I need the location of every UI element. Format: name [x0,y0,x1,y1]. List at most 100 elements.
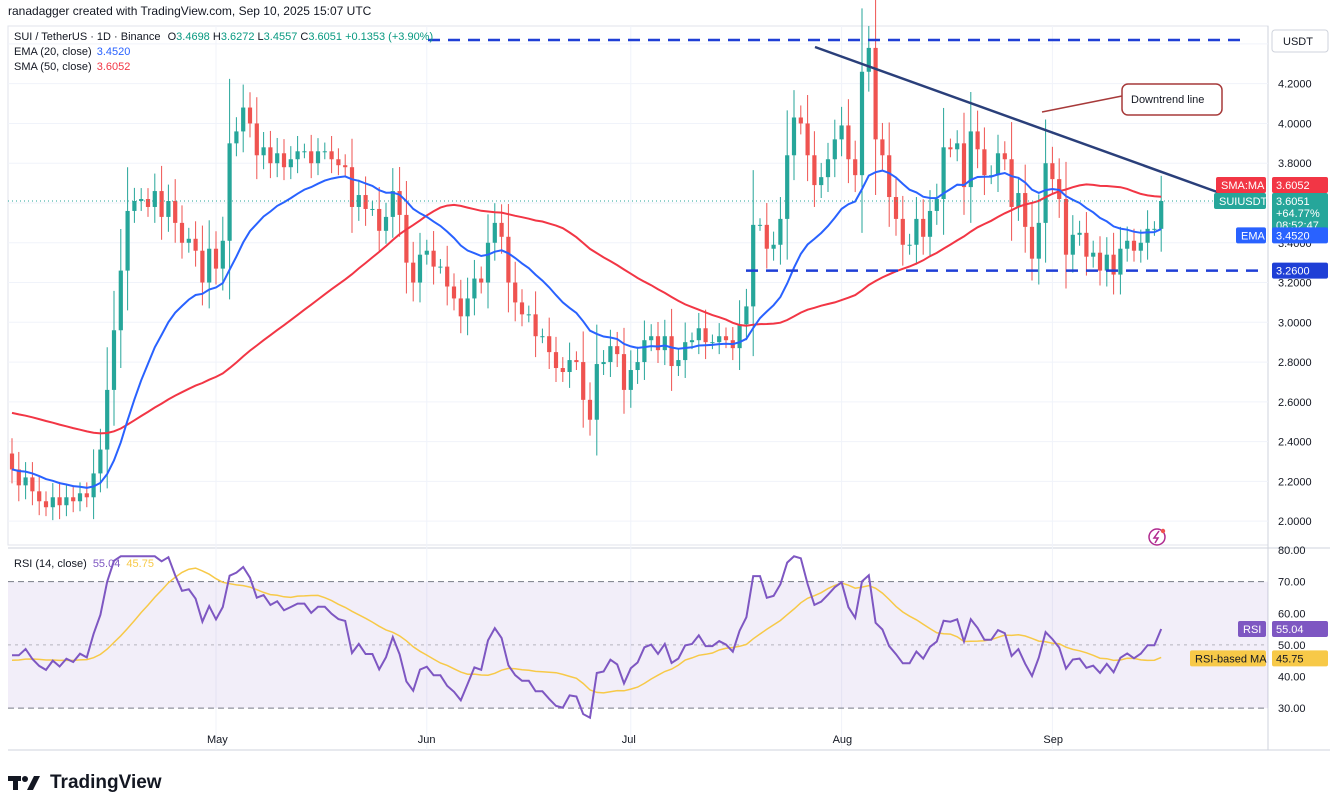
candle-body [302,151,307,153]
candle-body [547,336,552,353]
tradingview-logo[interactable]: TradingView [8,770,162,796]
symbol-badge-value-box [1272,193,1328,232]
candle-body [1023,193,1028,227]
candle-body [723,336,729,341]
ema-legend[interactable]: EMA (20, close) 3.4520 [14,46,130,58]
candle-body [560,368,565,373]
alert-icon-dot [1160,528,1166,534]
candle-body [798,117,803,124]
candle-body [948,147,953,150]
candle-body [669,336,674,367]
sma-legend[interactable]: SMA (50, close) 3.6052 [14,61,130,73]
candle-body [866,47,871,72]
candle-body [880,139,885,156]
candle-body [703,328,708,343]
candle-body [145,199,151,207]
candle-body [683,342,688,361]
candle-body [465,298,470,317]
candle-body [594,364,599,420]
candle-body [71,497,76,502]
symbol-badge-label-box [1214,193,1266,210]
candle-body [349,167,355,207]
candle-body [247,107,253,124]
candle-body [642,340,647,363]
rsi-tick-label: 70.00 [1278,577,1306,589]
candle-body [64,497,69,506]
rsi-ma-value-box [1272,650,1328,667]
candles [9,0,1164,521]
candle-body [451,286,457,299]
candle-body [1043,163,1048,223]
candle-body [934,199,939,211]
candle-body [887,155,892,198]
rsi-tick-label: 60.00 [1278,608,1306,620]
symbol-badge-extra: +64.77% [1276,208,1320,220]
candle-body [982,149,987,176]
candle-body [485,242,491,283]
candle-body [370,208,375,210]
candle-body [458,298,463,317]
symbol-legend[interactable]: SUI / TetherUS · 1D · Binance O3.4698 H3… [14,31,433,43]
price-tick-label: 3.8000 [1278,158,1312,170]
candle-body [778,218,783,245]
ohlc-change: +0.1353 (+3.90%) [345,31,434,43]
ema-legend-label: EMA (20, close) [14,46,92,58]
candle-body [628,370,633,390]
candle-body [1029,226,1035,259]
candle-body [118,270,123,331]
sma-legend-value: 3.6052 [96,61,131,73]
alert-icon [1148,528,1166,546]
candle-body [254,123,259,156]
candle-body [220,240,225,269]
candle-body [139,199,144,202]
candle-body [900,218,905,245]
candle-body [1104,254,1109,271]
candle-body [1111,254,1116,275]
candle-body [1145,228,1150,243]
ema-badge-value-box [1272,227,1328,244]
candle-body [710,342,715,344]
symbol-badge-value: 3.6051 [1276,196,1310,208]
ohlc-high: 3.6272 [220,31,255,43]
candle-body [309,151,314,164]
candle-body [873,47,878,140]
ohlc-close: 3.6051 [308,31,342,43]
symbol-name: SUI / TetherUS · 1D · Binance [14,31,161,43]
ohlc-open: 3.4698 [176,31,210,43]
ema-legend-value: 3.4520 [96,46,131,58]
candle-body [751,224,756,307]
rsi-ma-line [11,567,1162,694]
candle-body [173,201,178,223]
candle-body [805,123,810,156]
candle-body [105,389,110,450]
sma-badge-label-box [1216,176,1266,193]
rsi-legend-value: 55.04 [92,558,121,570]
support-badge-value: 3.2600 [1276,266,1310,278]
candle-body [23,477,28,486]
candle-body [968,131,973,188]
price-tick-label: 2.6000 [1278,397,1312,409]
candle-body [696,328,701,341]
rsi-legend-label: RSI (14, close) [14,558,87,570]
candle-body [329,151,334,160]
brand-name: TradingView [50,772,162,793]
ohlc-open-label: O [167,31,177,43]
candle-body [853,159,858,176]
candle-body [84,493,89,498]
rsi-legend[interactable]: RSI (14, close) 55.04 45.75 [14,558,154,570]
candle-body [587,399,593,420]
candle-body [1152,228,1157,230]
candle-body [1002,153,1007,160]
candle-body [98,449,103,474]
candle-body [445,266,450,287]
candle-body [785,155,790,219]
candle-body [526,314,531,316]
candle-body [893,197,899,219]
month-label: Aug [833,734,853,746]
candle-body [241,107,246,132]
ohlc-low-label: L [257,31,264,43]
candle-body [431,250,436,267]
candle-body [295,151,300,160]
candle-body [275,153,280,164]
